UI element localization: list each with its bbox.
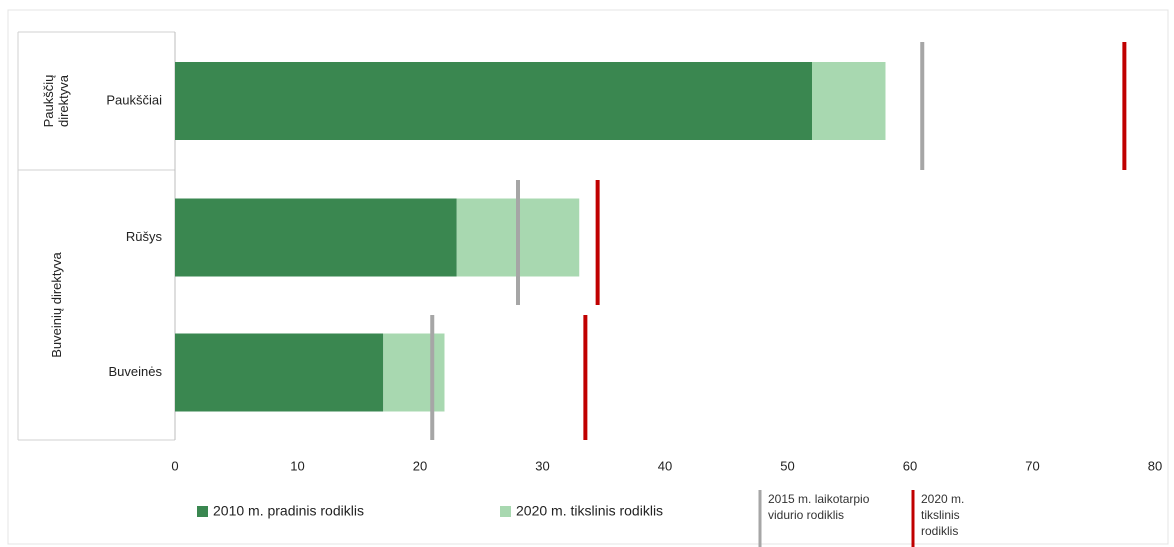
frame — [7, 9, 1169, 545]
x-tick-label: 20 — [413, 458, 427, 473]
legend-label: 2020 m. tikslinis rodiklis — [921, 492, 965, 538]
legend-label: 2020 m. tikslinis rodiklis — [516, 503, 663, 519]
bar-segment — [175, 333, 384, 412]
group-label: Buveinių direktyva — [48, 252, 64, 358]
bar-segment — [812, 62, 886, 140]
x-tick-label: 80 — [1148, 458, 1162, 473]
x-tick-label: 0 — [171, 458, 178, 473]
bar-segment — [175, 198, 457, 277]
bar-segment — [175, 62, 812, 140]
x-tick-label: 10 — [290, 458, 304, 473]
x-tick-label: 50 — [780, 458, 794, 473]
legend-swatch — [197, 506, 208, 517]
category-label: Rūšys — [126, 229, 163, 244]
legend-swatch — [500, 506, 511, 517]
category-label: Buveinės — [109, 364, 163, 379]
legend-label: 2010 m. pradinis rodiklis — [213, 503, 364, 519]
x-tick-label: 30 — [535, 458, 549, 473]
group-label: Paukščių direktyva — [41, 74, 71, 128]
x-tick-label: 70 — [1025, 458, 1039, 473]
legend-label: 2015 m. laikotarpio vidurio rodiklis — [768, 492, 870, 522]
x-tick-label: 60 — [903, 458, 917, 473]
x-tick-label: 40 — [658, 458, 672, 473]
bar-segment — [383, 333, 445, 412]
category-label: Paukščiai — [106, 92, 162, 107]
